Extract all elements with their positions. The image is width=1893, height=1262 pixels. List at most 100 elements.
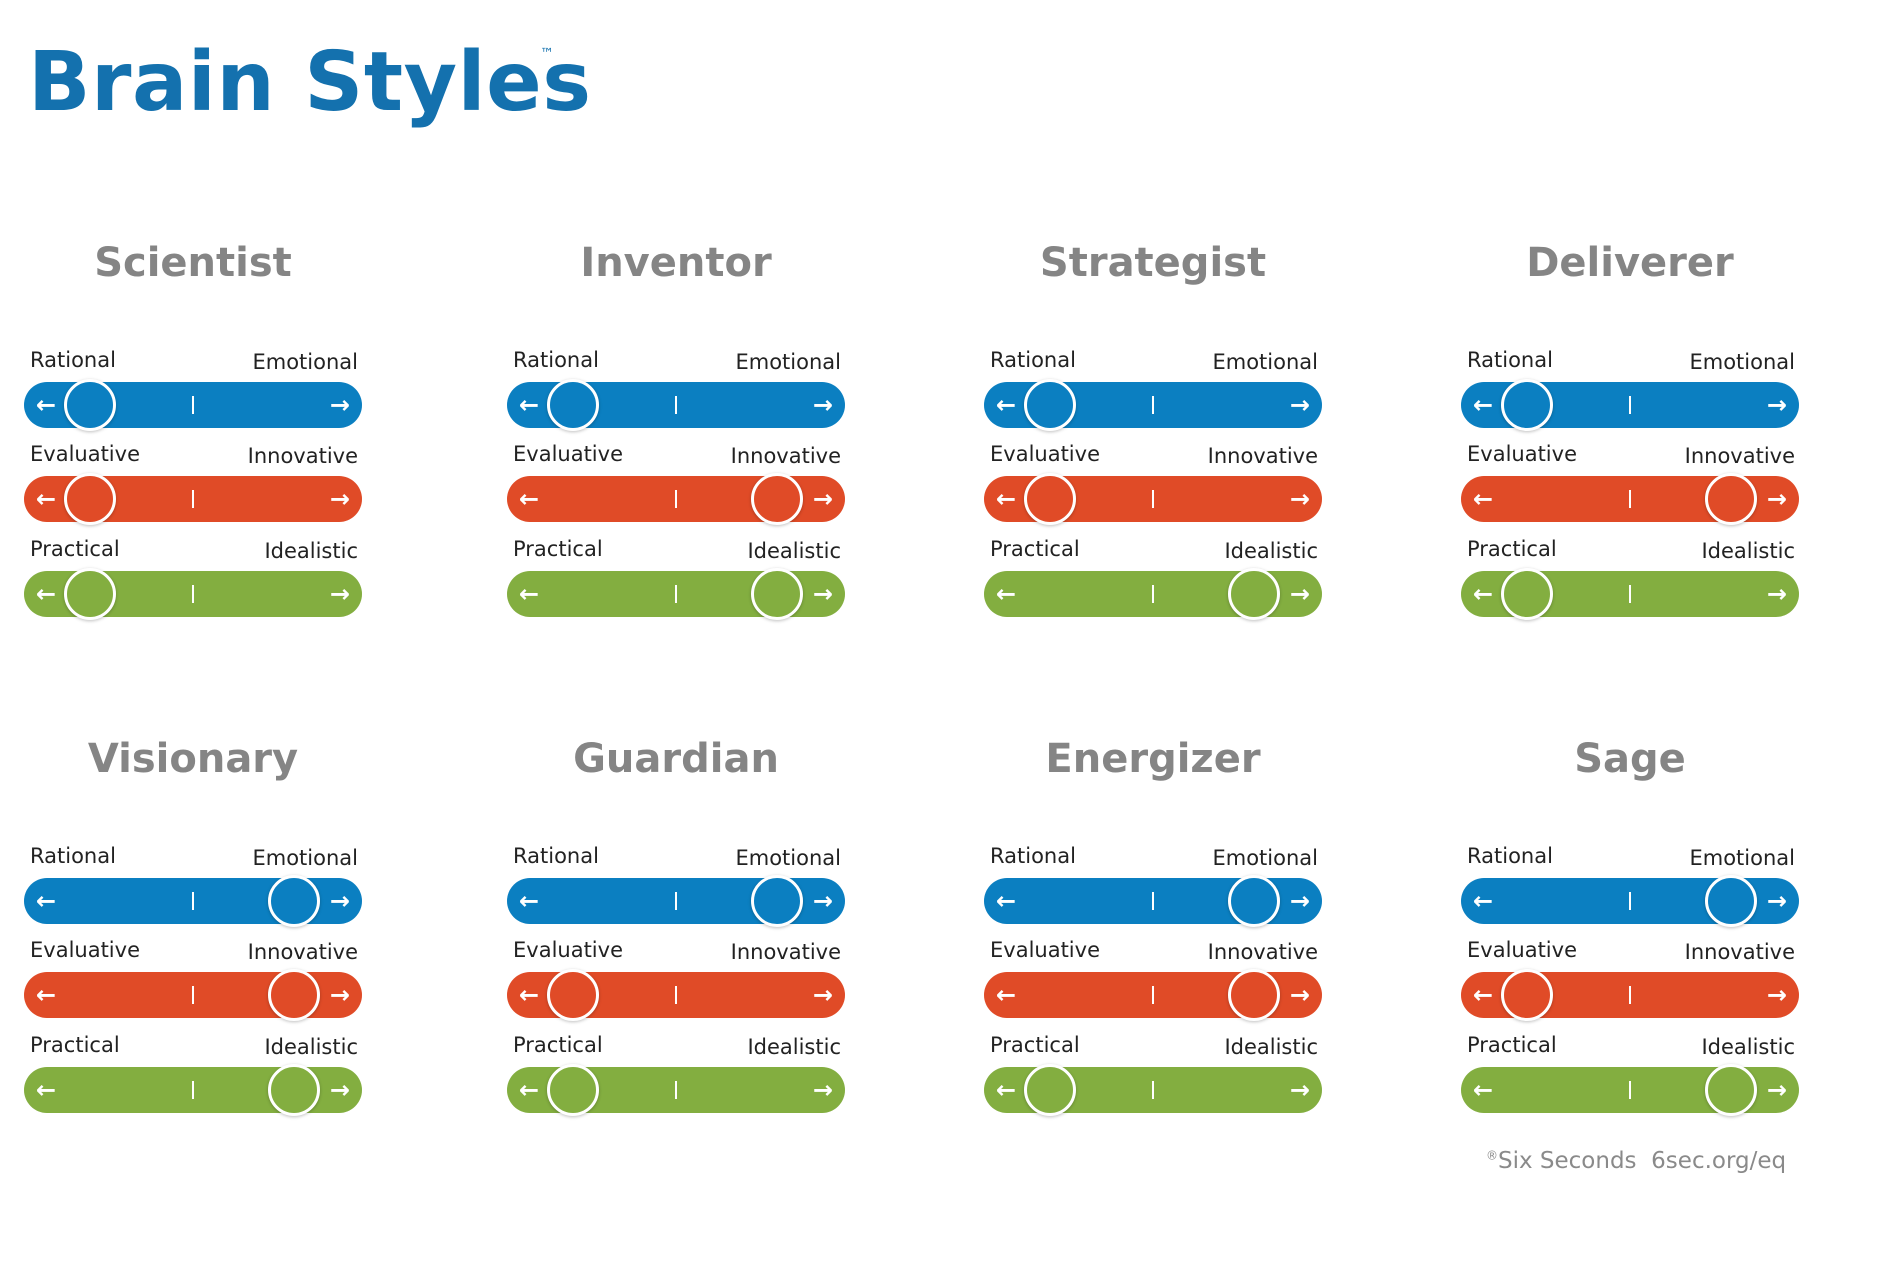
style-title: Energizer (1045, 736, 1261, 782)
arrow-left-icon: ← (1473, 580, 1494, 608)
dimension-left-label: Rational (1467, 348, 1553, 372)
slider-track: ← → (507, 969, 845, 1021)
dimension-right-label: Innovative (247, 444, 358, 468)
arrow-left-icon: ← (996, 485, 1017, 513)
center-tick (1629, 490, 1631, 508)
arrow-left-icon: ← (1473, 485, 1494, 513)
dimension-row: Rational Emotional ← → (507, 348, 845, 431)
dimension-left-label: Evaluative (1467, 938, 1577, 962)
slider-knob (1501, 379, 1553, 431)
dimension-left-label: Rational (1467, 844, 1553, 868)
style-card-inventor: Inventor Rational Emotional ← → Evaluative Inn… (507, 240, 845, 620)
dimension-row: Practical Idealistic ← → (24, 1033, 362, 1116)
dimension-right-label: Innovative (730, 444, 841, 468)
slider-track: ← → (984, 1064, 1322, 1116)
style-card-scientist: Scientist Rational Emotional ← → Evaluative In… (24, 240, 362, 620)
dimension-right-label: Emotional (1689, 846, 1795, 870)
slider-knob (1024, 473, 1076, 525)
dimension-row: Practical Idealistic ← → (507, 537, 845, 620)
arrow-right-icon: → (329, 1076, 350, 1104)
dimension-right-label: Innovative (247, 940, 358, 964)
center-tick (1152, 490, 1154, 508)
style-card-visionary: Visionary Rational Emotional ← → Evaluative In… (24, 736, 362, 1116)
style-title: Inventor (580, 240, 772, 286)
center-tick (675, 1081, 677, 1099)
dimension-left-label: Evaluative (513, 938, 623, 962)
center-tick (1629, 585, 1631, 603)
slider-track: ← → (24, 969, 362, 1021)
dimension-right-label: Idealistic (747, 1035, 841, 1059)
center-tick (675, 396, 677, 414)
center-tick (675, 986, 677, 1004)
registered-symbol: ® (1486, 1148, 1498, 1163)
center-tick (192, 892, 194, 910)
dimension-row: Practical Idealistic ← → (1461, 537, 1799, 620)
dimension-row: Evaluative Innovative ← → (24, 938, 362, 1021)
arrow-left-icon: ← (1473, 887, 1494, 915)
dimension-row: Rational Emotional ← → (984, 348, 1322, 431)
dimension-right-label: Innovative (1207, 940, 1318, 964)
dimension-left-label: Practical (1467, 1033, 1557, 1057)
dimension-row: Evaluative Innovative ← → (1461, 442, 1799, 525)
arrow-right-icon: → (1766, 580, 1787, 608)
dimension-right-label: Idealistic (264, 1035, 358, 1059)
slider-track: ← → (24, 473, 362, 525)
center-tick (1152, 986, 1154, 1004)
dimension-left-label: Evaluative (990, 938, 1100, 962)
dimension-right-label: Idealistic (1701, 1035, 1795, 1059)
style-card-deliverer: Deliverer Rational Emotional ← → Evaluative In… (1461, 240, 1799, 620)
dimension-right-label: Emotional (1689, 350, 1795, 374)
arrow-right-icon: → (1289, 887, 1310, 915)
slider-knob (1705, 473, 1757, 525)
dimension-left-label: Rational (30, 348, 116, 372)
dimension-right-label: Innovative (730, 940, 841, 964)
dimension-right-label: Innovative (1207, 444, 1318, 468)
dimension-left-label: Rational (990, 844, 1076, 868)
dimension-row: Evaluative Innovative ← → (1461, 938, 1799, 1021)
slider-knob (1228, 969, 1280, 1021)
style-title: Guardian (573, 736, 779, 782)
style-title: Deliverer (1526, 240, 1734, 286)
arrow-left-icon: ← (1473, 1076, 1494, 1104)
arrow-right-icon: → (1766, 391, 1787, 419)
style-card-sage: Sage Rational Emotional ← → Evaluative Innovat… (1461, 736, 1799, 1116)
slider-track: ← → (984, 969, 1322, 1021)
slider-knob (268, 875, 320, 927)
arrow-left-icon: ← (1473, 391, 1494, 419)
center-tick (1629, 1081, 1631, 1099)
slider-knob (268, 969, 320, 1021)
dimension-row: Rational Emotional ← → (507, 844, 845, 927)
slider-knob (1024, 379, 1076, 431)
dimension-right-label: Idealistic (264, 539, 358, 563)
dimension-row: Practical Idealistic ← → (984, 537, 1322, 620)
arrow-left-icon: ← (519, 1076, 540, 1104)
dimension-row: Rational Emotional ← → (1461, 348, 1799, 431)
slider-track: ← → (507, 875, 845, 927)
dimension-right-label: Innovative (1684, 940, 1795, 964)
footer-url[interactable]: 6sec.org/eq (1651, 1148, 1787, 1174)
dimension-left-label: Evaluative (513, 442, 623, 466)
arrow-left-icon: ← (519, 391, 540, 419)
center-tick (1629, 986, 1631, 1004)
dimension-left-label: Rational (513, 844, 599, 868)
dimension-right-label: Emotional (735, 846, 841, 870)
arrow-left-icon: ← (996, 981, 1017, 1009)
dimension-left-label: Practical (30, 537, 120, 561)
dimension-right-label: Innovative (1684, 444, 1795, 468)
center-tick (192, 1081, 194, 1099)
center-tick (675, 585, 677, 603)
slider-track: ← → (1461, 568, 1799, 620)
dimension-row: Evaluative Innovative ← → (984, 442, 1322, 525)
arrow-left-icon: ← (996, 580, 1017, 608)
dimension-left-label: Rational (513, 348, 599, 372)
arrow-left-icon: ← (519, 981, 540, 1009)
slider-track: ← → (24, 1064, 362, 1116)
arrow-right-icon: → (329, 981, 350, 1009)
center-tick (1152, 1081, 1154, 1099)
style-title: Strategist (1039, 240, 1267, 286)
arrow-right-icon: → (1766, 981, 1787, 1009)
slider-track: ← → (1461, 875, 1799, 927)
arrow-left-icon: ← (36, 485, 57, 513)
dimension-row: Practical Idealistic ← → (984, 1033, 1322, 1116)
slider-track: ← → (1461, 969, 1799, 1021)
